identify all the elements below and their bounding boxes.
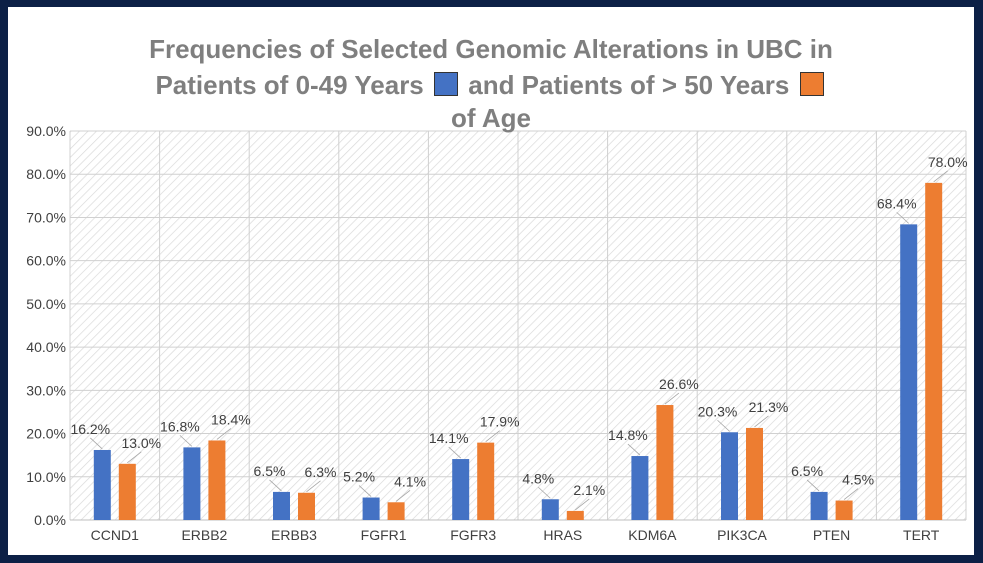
- x-tick-label: TERT: [903, 527, 940, 543]
- data-label-leader: [896, 212, 909, 224]
- data-label: 16.8%: [160, 418, 200, 434]
- bar: [566, 510, 584, 520]
- data-label: 6.3%: [305, 464, 337, 480]
- data-label-leader: [627, 443, 641, 456]
- data-label-leader: [843, 488, 859, 500]
- data-label: 6.5%: [254, 463, 286, 479]
- x-tick-label: FGFR1: [361, 527, 407, 543]
- data-label-leader: [269, 479, 282, 492]
- data-label-leader: [395, 489, 411, 502]
- data-label: 6.5%: [791, 463, 823, 479]
- data-label: 18.4%: [211, 411, 251, 427]
- data-label-leader: [485, 430, 500, 442]
- bar: [452, 459, 470, 520]
- chart-title-part-a: Patients of 0-49 Years: [155, 70, 424, 100]
- bar: [362, 497, 380, 520]
- x-tick-label: KDM6A: [628, 527, 677, 543]
- x-tick-label: PTEN: [813, 527, 850, 543]
- y-tick-label: 50.0%: [26, 296, 66, 312]
- data-label-leader: [90, 437, 103, 450]
- data-label: 2.1%: [573, 482, 605, 498]
- data-label-leader: [717, 419, 730, 432]
- bar: [273, 491, 290, 520]
- bar: [387, 502, 405, 520]
- bar: [93, 449, 111, 520]
- bar: [541, 499, 559, 520]
- data-label: 4.8%: [522, 470, 554, 486]
- bar: [721, 432, 738, 520]
- y-tick-label: 80.0%: [26, 166, 66, 182]
- data-label-leader: [933, 170, 948, 183]
- bar: [656, 405, 674, 520]
- data-label-leader: [448, 446, 461, 459]
- y-tick-label: 40.0%: [26, 339, 66, 355]
- bar-chart: 16.2% 13.0%16.8% 18.4% 6.5% 6.3% 5.2% 4.1% 14.1…: [26, 123, 968, 543]
- chart-title-part-b: and Patients of > 50 Years: [468, 70, 790, 100]
- legend-swatch-blue: [434, 72, 458, 96]
- bar: [183, 447, 201, 520]
- data-label: 5.2%: [343, 469, 375, 485]
- bar: [900, 224, 918, 521]
- y-tick-label: 30.0%: [26, 382, 66, 398]
- data-label-leader: [179, 435, 193, 447]
- data-label-leader: [306, 480, 321, 493]
- bar: [477, 442, 495, 520]
- data-label: 16.2%: [70, 421, 110, 437]
- data-label-leader: [538, 486, 551, 499]
- bar: [835, 500, 853, 520]
- data-label: 20.3%: [698, 403, 738, 419]
- y-tick-label: 90.0%: [26, 123, 66, 139]
- x-tick-label: FGFR3: [450, 527, 496, 543]
- data-label: 4.1%: [394, 473, 426, 489]
- data-label-leader: [575, 498, 590, 511]
- chart-frame: 16.2% 13.0% 16.8% 18.4% 6.5% 6.3% 5.2% 4.1% 14.1…: [8, 7, 974, 555]
- data-label-leader: [216, 428, 232, 440]
- y-tick-label: 20.0%: [26, 426, 66, 442]
- y-tick-label: 10.0%: [26, 469, 66, 485]
- data-label: 26.6%: [659, 376, 699, 392]
- x-tick-label: ERBB3: [271, 527, 317, 543]
- legend-swatch-orange: [799, 72, 824, 96]
- chart-title-line-1: Frequencies of Selected Genomic Alterati…: [149, 34, 833, 64]
- y-tick-label: 0.0%: [34, 512, 66, 528]
- data-label: 21.3%: [749, 399, 789, 415]
- data-label-leader: [664, 392, 680, 405]
- data-label-leader: [806, 479, 820, 492]
- bar: [208, 440, 226, 520]
- data-label: 14.8%: [608, 427, 648, 443]
- bar: [925, 182, 943, 520]
- data-label: 17.9%: [480, 414, 520, 430]
- y-tick-label: 70.0%: [26, 209, 66, 225]
- bar: [631, 456, 649, 520]
- data-label-leader: [358, 485, 372, 497]
- x-tick-label: HRAS: [543, 527, 582, 543]
- bar: [118, 463, 136, 520]
- bar: [810, 491, 828, 520]
- data-label-leader: [127, 451, 142, 464]
- chart-title-line-2: Patients of 0-49 Years and Patients of >…: [8, 70, 974, 101]
- bar: [298, 492, 315, 520]
- x-tick-label: CCND1: [91, 527, 139, 543]
- x-tick-label: PIK3CA: [717, 527, 767, 543]
- chart-title-line-3: of Age: [451, 103, 531, 133]
- data-label: 68.4%: [877, 195, 917, 211]
- data-label: 14.1%: [429, 430, 469, 446]
- y-tick-label: 60.0%: [26, 253, 66, 269]
- x-tick-label: ERBB2: [181, 527, 227, 543]
- bar: [746, 427, 763, 520]
- data-label: 13.0%: [121, 435, 161, 451]
- data-label: 4.5%: [842, 472, 874, 488]
- data-label-leader: [754, 415, 769, 428]
- data-label: 78.0%: [928, 154, 968, 170]
